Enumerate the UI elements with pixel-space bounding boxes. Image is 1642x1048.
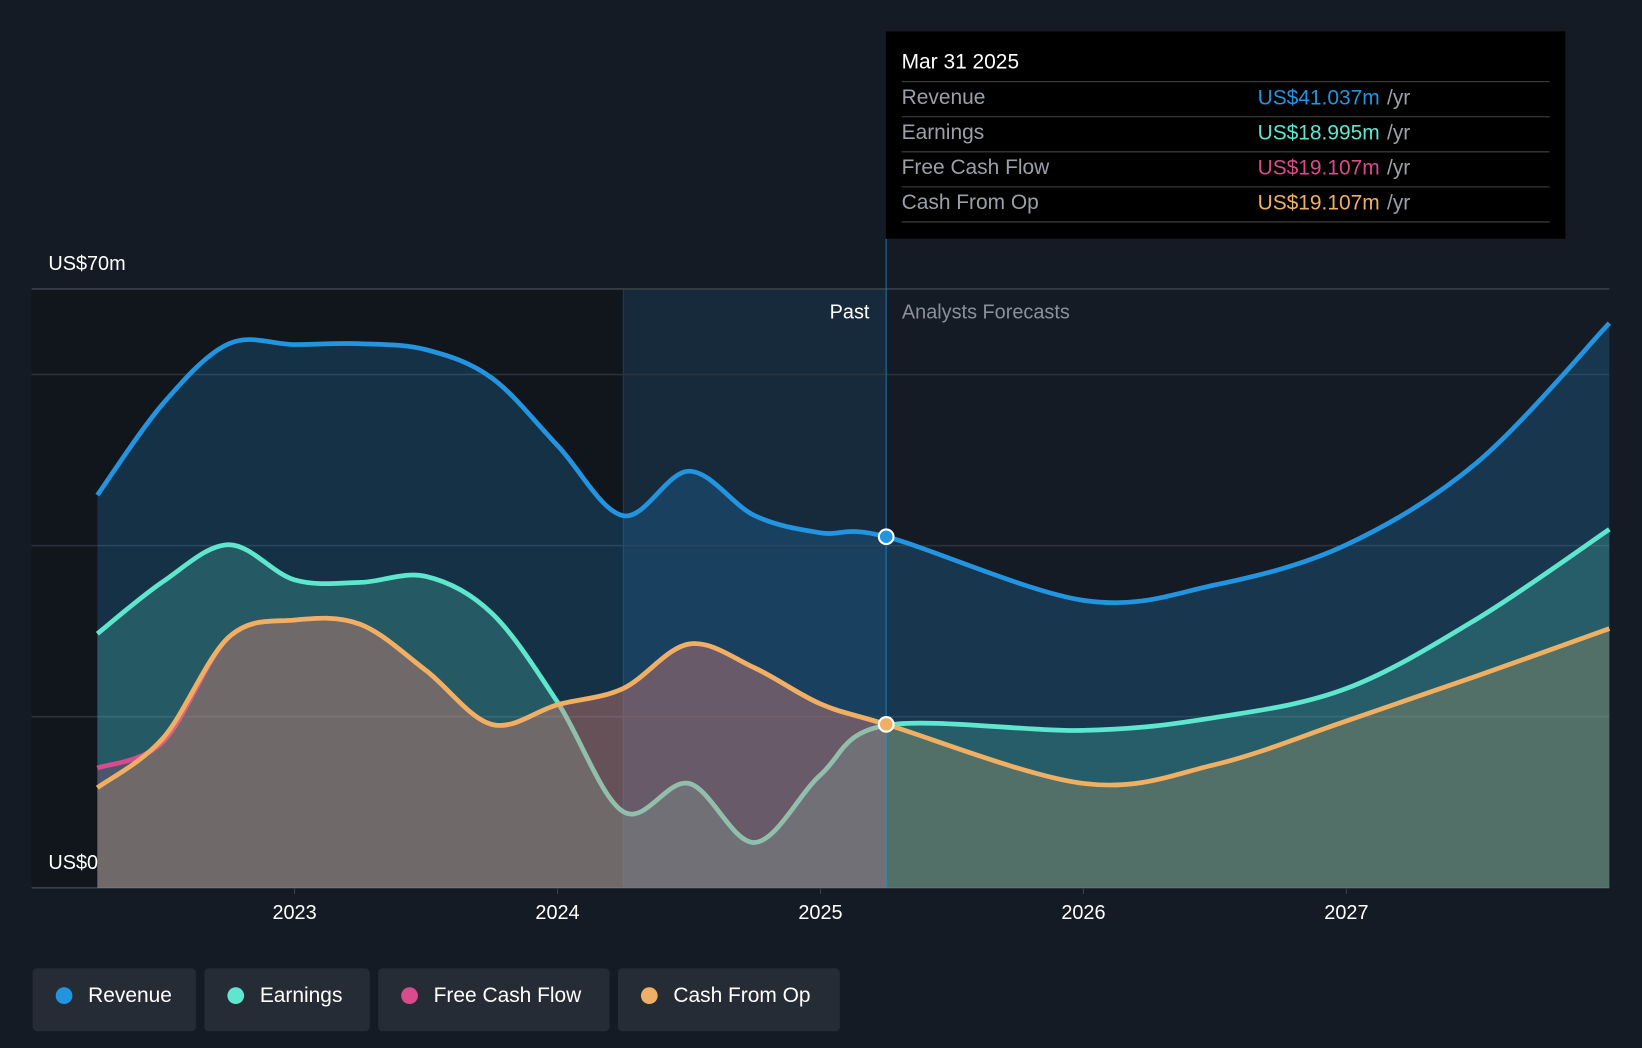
series-area: [97, 618, 1610, 888]
tooltip-label: Revenue: [902, 86, 986, 109]
tooltip-value: US$18.995m/yr: [1258, 121, 1411, 144]
legend-swatch: [401, 987, 418, 1005]
hover-marker: [877, 715, 895, 733]
legend-box: [378, 968, 610, 1032]
legend-item[interactable]: Free Cash Flow: [378, 968, 610, 1032]
past-label: Past: [830, 301, 870, 323]
legend-label: Free Cash Flow: [434, 984, 583, 1007]
y-tick-label: US$0: [48, 852, 98, 874]
tooltip-value: US$19.107m/yr: [1258, 191, 1411, 214]
plot: US$0 US$70m 2023 2024 2025 2026 2027 Past Analys…: [31, 238, 1612, 924]
legend-item[interactable]: Earnings: [204, 968, 370, 1032]
tooltip-value-number: US$18.995m: [1258, 121, 1380, 144]
tooltip-value-number: US$19.107m: [1258, 191, 1380, 214]
x-tick-label: 2024: [535, 902, 579, 924]
tooltip-unit: /yr: [1387, 156, 1410, 179]
legend-box: [204, 968, 370, 1032]
x-tick-label: 2027: [1324, 902, 1368, 924]
forecast-label: Analysts Forecasts: [902, 301, 1070, 323]
legend-label: Earnings: [260, 984, 343, 1007]
highlight-band: [623, 288, 887, 888]
series-line: [95, 321, 1612, 606]
tooltip-label: Earnings: [902, 121, 985, 144]
legend-swatch: [640, 987, 658, 1005]
series-area: [97, 618, 887, 888]
series-area: [97, 323, 1610, 888]
legend-item[interactable]: Cash From Op: [617, 968, 840, 1032]
tooltip-value: US$19.107m/yr: [1258, 156, 1411, 179]
x-tick-label: 2026: [1061, 902, 1105, 924]
legend: Revenue Earnings Free Cash Flow Cash From O…: [32, 968, 840, 1032]
x-tick-label: 2023: [272, 902, 316, 924]
tooltip-label: Free Cash Flow: [902, 156, 1051, 179]
legend-item[interactable]: Revenue: [32, 968, 196, 1032]
tooltip: Mar 31 2025 Revenue US$41.037m/yr Earnings…: [885, 31, 1566, 239]
y-tick-label: US$70m: [48, 253, 125, 275]
legend-label: Cash From Op: [673, 984, 810, 1007]
hover-marker: [877, 528, 895, 546]
legend-box: [32, 968, 196, 1032]
legend-swatch: [55, 987, 73, 1005]
past-shade: [31, 288, 624, 888]
tooltip-unit: /yr: [1387, 191, 1410, 214]
series-area: [97, 529, 1610, 888]
tooltip-value-number: US$41.037m: [1258, 86, 1380, 109]
tooltip-value-number: US$19.107m: [1258, 156, 1380, 179]
tooltip-value: US$41.037m/yr: [1258, 86, 1411, 109]
tooltip-box: [885, 31, 1566, 239]
legend-box: [617, 968, 840, 1032]
series-line: [95, 615, 1611, 790]
series-line: [95, 527, 1611, 845]
legend-swatch: [227, 987, 245, 1005]
tooltip-unit: /yr: [1387, 121, 1410, 144]
tooltip-date: Mar 31 2025: [902, 50, 1019, 73]
tooltip-label: Cash From Op: [902, 191, 1039, 214]
legend-label: Revenue: [88, 984, 172, 1007]
x-tick-label: 2025: [798, 902, 842, 924]
tooltip-unit: /yr: [1387, 86, 1410, 109]
